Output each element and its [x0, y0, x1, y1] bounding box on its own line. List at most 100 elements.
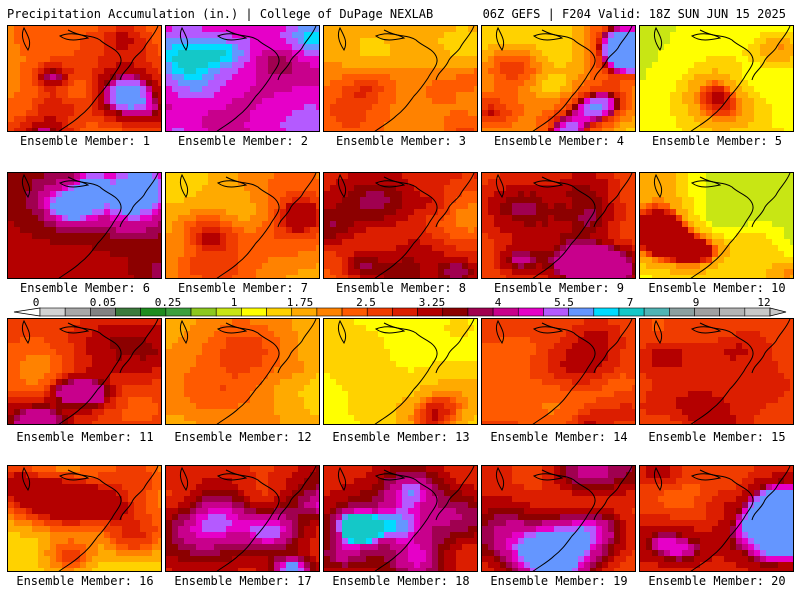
precip-cell — [330, 233, 337, 240]
precip-cell — [790, 275, 793, 278]
precip-cell — [86, 349, 93, 356]
precip-cell — [214, 50, 221, 57]
precip-cell — [38, 221, 45, 228]
precip-cell — [462, 215, 469, 222]
precip-cell — [730, 56, 737, 63]
precip-cell — [32, 373, 39, 380]
precip-cell — [68, 50, 75, 57]
precip-cell — [524, 86, 531, 93]
precip-cell — [92, 122, 99, 129]
precip-cell — [244, 203, 251, 210]
precip-cell — [158, 269, 161, 276]
precip-cell — [226, 191, 233, 198]
precip-cell — [456, 197, 463, 204]
precip-cell — [196, 68, 203, 75]
precip-cell — [736, 275, 743, 278]
precip-cell — [682, 74, 689, 81]
precip-cell — [280, 191, 287, 198]
precip-cell — [736, 191, 743, 198]
precip-cell — [354, 185, 361, 192]
precip-cell — [122, 319, 129, 326]
precip-cell — [316, 269, 319, 276]
precip-cell — [766, 179, 773, 186]
precip-cell — [664, 80, 671, 87]
precip-cell — [178, 221, 185, 228]
precip-cell — [50, 203, 57, 210]
precip-cell — [208, 68, 215, 75]
precip-cell — [596, 227, 603, 234]
precip-cell — [32, 68, 39, 75]
precip-cell — [238, 128, 245, 131]
precip-cell — [384, 275, 391, 278]
precip-cell — [62, 233, 69, 240]
precip-cell — [778, 62, 785, 69]
precip-cell — [146, 325, 153, 332]
precip-cell — [354, 203, 361, 210]
precip-cell — [324, 80, 331, 87]
precip-cell — [378, 68, 385, 75]
precip-cell — [158, 355, 161, 362]
precip-cell — [98, 233, 105, 240]
precip-cell — [700, 239, 707, 246]
precip-cell — [178, 104, 185, 111]
precip-cell — [614, 128, 621, 131]
precip-cell — [360, 227, 367, 234]
precip-cell — [134, 38, 141, 45]
precip-cell — [92, 233, 99, 240]
precip-cell — [286, 185, 293, 192]
precip-cell — [342, 74, 349, 81]
precip-cell — [596, 233, 603, 240]
precip-cell — [488, 80, 495, 87]
precip-cell — [730, 122, 737, 129]
precip-cell — [566, 185, 573, 192]
precip-cell — [548, 227, 555, 234]
precip-cell — [98, 92, 105, 99]
precip-cell — [62, 92, 69, 99]
precip-cell — [524, 221, 531, 228]
precip-cell — [208, 26, 215, 33]
precip-cell — [572, 32, 579, 39]
precip-cell — [98, 128, 105, 131]
precip-cell — [20, 373, 27, 380]
precip-cell — [348, 116, 355, 123]
precip-cell — [438, 227, 445, 234]
precip-cell — [80, 50, 87, 57]
precip-cell — [366, 245, 373, 252]
lake-outline — [495, 26, 505, 51]
precip-cell — [790, 221, 793, 228]
precip-cell — [62, 38, 69, 45]
precip-cell — [122, 110, 129, 117]
precip-cell — [620, 104, 627, 111]
precip-cell — [632, 104, 635, 111]
precip-cell — [354, 74, 361, 81]
precip-cell — [8, 110, 15, 117]
precip-cell — [336, 104, 343, 111]
precip-cell — [438, 62, 445, 69]
precip-cell — [518, 50, 525, 57]
precip-cell — [316, 203, 319, 210]
precip-cell — [32, 203, 39, 210]
precip-cell — [518, 110, 525, 117]
precip-cell — [14, 128, 21, 131]
precip-cell — [220, 197, 227, 204]
precip-cell — [86, 257, 93, 264]
precip-cell — [700, 38, 707, 45]
precip-cell — [396, 221, 403, 228]
precip-cell — [646, 203, 653, 210]
precip-cell — [736, 38, 743, 45]
precip-cell — [778, 98, 785, 105]
precip-cell — [330, 215, 337, 222]
precip-cell — [390, 98, 397, 105]
precip-cell — [530, 86, 537, 93]
precip-cell — [494, 32, 501, 39]
precip-cell — [646, 197, 653, 204]
precip-cell — [14, 56, 21, 63]
precip-cell — [172, 56, 179, 63]
precip-cell — [238, 263, 245, 270]
precip-cell — [396, 245, 403, 252]
precip-cell — [640, 215, 647, 222]
precip-cell — [68, 239, 75, 246]
precip-cell — [92, 50, 99, 57]
precip-cell — [26, 319, 33, 326]
precip-cell — [38, 197, 45, 204]
